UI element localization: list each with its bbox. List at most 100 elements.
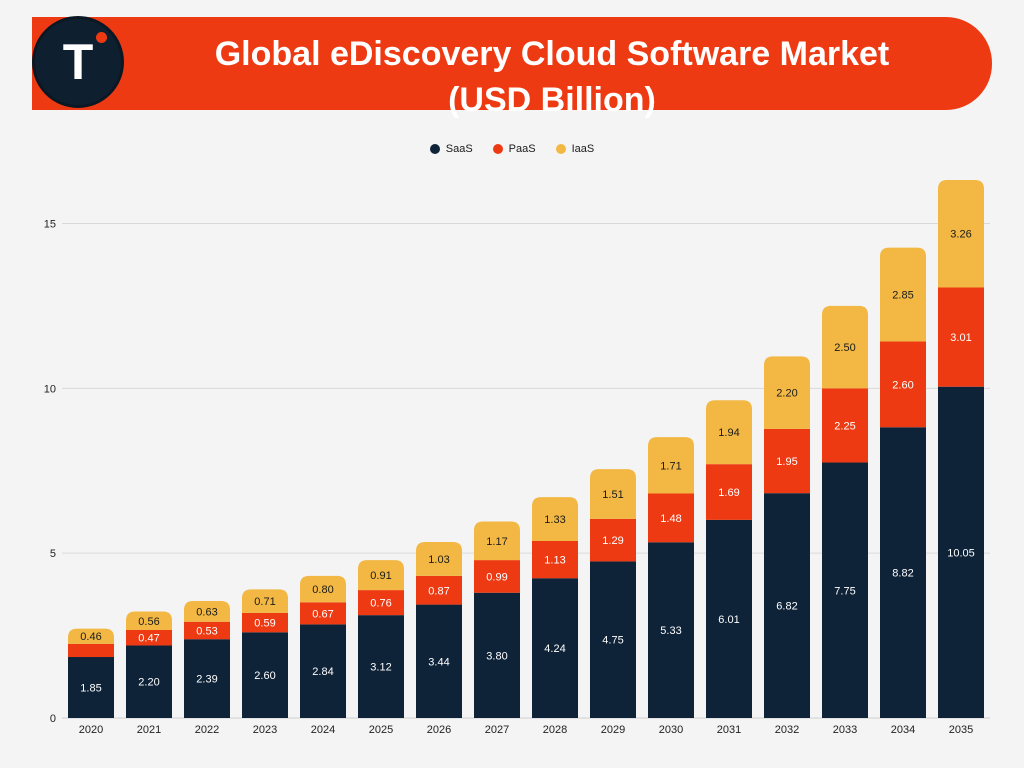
x-tick-label-2026: 2026: [427, 724, 451, 736]
bar-paas-2028: [532, 540, 578, 579]
bar-saas-2030: [648, 542, 694, 718]
data-label-paas-2034: 2.60: [892, 379, 913, 391]
bar-saas-2023: [242, 632, 288, 718]
y-tick-label-15: 15: [44, 219, 56, 231]
data-label-saas-2020: 1.85: [80, 683, 101, 695]
bar-iaas-2025: [358, 560, 404, 591]
bar-saas-2024: [300, 624, 346, 718]
y-tick-label-10: 10: [44, 383, 56, 395]
bar-saas-2026: [416, 604, 462, 718]
chart-title-line-2: (USD Billion): [448, 81, 656, 119]
data-label-saas-2032: 6.82: [776, 601, 797, 613]
bar-paas-2034: [880, 341, 926, 428]
data-label-paas-2023: 0.59: [254, 618, 275, 630]
data-label-iaas-2028: 1.33: [544, 514, 565, 526]
data-label-iaas-2024: 0.80: [312, 584, 333, 596]
data-label-saas-2021: 2.20: [138, 677, 159, 689]
bar-iaas-2021: [126, 611, 172, 630]
bar-saas-2029: [590, 561, 636, 718]
brand-logo-dot: [96, 32, 107, 43]
data-label-saas-2028: 4.24: [544, 643, 565, 655]
data-label-iaas-2030: 1.71: [660, 460, 681, 472]
bar-iaas-2023: [242, 589, 288, 613]
data-label-iaas-2020: 0.46: [80, 631, 101, 643]
x-tick-label-2032: 2032: [775, 724, 799, 736]
bar-paas-2030: [648, 493, 694, 543]
x-tick-label-2035: 2035: [949, 724, 973, 736]
data-label-iaas-2026: 1.03: [428, 554, 449, 566]
bar-iaas-2033: [822, 305, 868, 389]
bar-saas-2032: [764, 493, 810, 718]
legend-label-iaas: IaaS: [571, 143, 595, 155]
bar-paas-2025: [358, 590, 404, 616]
x-tick-label-2029: 2029: [601, 724, 625, 736]
data-label-saas-2025: 3.12: [370, 662, 391, 674]
bar-iaas-2035: [938, 180, 984, 288]
data-label-paas-2028: 1.13: [544, 555, 565, 567]
data-label-iaas-2022: 0.63: [196, 606, 217, 618]
legend-item-saas: SaaS: [429, 140, 473, 158]
chart-legend: SaaS PaaS IaaS: [0, 140, 1024, 158]
data-label-iaas-2033: 2.50: [834, 342, 855, 354]
bar-saas-2028: [532, 578, 578, 718]
x-tick-label-2030: 2030: [659, 724, 683, 736]
data-label-iaas-2027: 1.17: [486, 536, 507, 548]
legend-label-saas: SaaS: [445, 143, 473, 155]
bar-iaas-2026: [416, 541, 462, 576]
y-tick-label-0: 0: [50, 713, 56, 725]
data-label-iaas-2021: 0.56: [138, 616, 159, 628]
x-tick-label-2021: 2021: [137, 724, 161, 736]
bar-paas-2022: [184, 621, 230, 640]
data-label-iaas-2025: 0.91: [370, 570, 391, 582]
x-tick-label-2034: 2034: [891, 724, 915, 736]
data-label-iaas-2023: 0.71: [254, 596, 275, 608]
bar-saas-2025: [358, 615, 404, 718]
bar-paas-2026: [416, 575, 462, 605]
bar-iaas-2029: [590, 469, 636, 519]
bar-saas-2033: [822, 462, 868, 718]
bar-iaas-2022: [184, 600, 230, 622]
legend-swatch-iaas: [555, 144, 566, 154]
data-label-paas-2027: 0.99: [486, 571, 507, 583]
data-label-saas-2030: 5.33: [660, 625, 681, 637]
bar-iaas-2028: [532, 497, 578, 541]
legend-item-paas: PaaS: [492, 140, 536, 158]
data-label-iaas-2035: 3.26: [950, 229, 971, 241]
x-tick-label-2027: 2027: [485, 724, 509, 736]
data-label-saas-2027: 3.80: [486, 650, 507, 662]
bar-paas-2027: [474, 560, 520, 593]
bar-paas-2031: [706, 464, 752, 520]
data-label-paas-2025: 0.76: [370, 598, 391, 610]
data-label-saas-2029: 4.75: [602, 635, 623, 647]
data-label-saas-2033: 7.75: [834, 585, 855, 597]
data-label-paas-2033: 2.25: [834, 420, 855, 432]
data-label-saas-2024: 2.84: [312, 666, 333, 678]
x-tick-label-2025: 2025: [369, 724, 393, 736]
data-label-iaas-2032: 2.20: [776, 388, 797, 400]
x-tick-label-2023: 2023: [253, 724, 277, 736]
data-label-iaas-2029: 1.51: [602, 489, 623, 501]
data-label-paas-2026: 0.87: [428, 585, 449, 597]
bar-iaas-2020: [68, 628, 114, 644]
data-label-saas-2031: 6.01: [718, 614, 739, 626]
bar-paas-2023: [242, 612, 288, 633]
title-banner: Global eDiscovery Cloud Software Market …: [32, 17, 992, 119]
x-tick-label-2024: 2024: [311, 724, 335, 736]
y-tick-label-5: 5: [50, 548, 56, 560]
x-tick-label-2022: 2022: [195, 724, 219, 736]
bar-paas-2032: [764, 428, 810, 494]
chart-title-line-1: Global eDiscovery Cloud Software Market: [214, 35, 890, 73]
bar-saas-2035: [938, 386, 984, 718]
legend-item-iaas: IaaS: [555, 140, 595, 158]
bar-paas-2035: [938, 287, 984, 387]
legend-swatch-paas: [492, 144, 503, 154]
data-label-paas-2032: 1.95: [776, 456, 797, 468]
bar-paas-2033: [822, 388, 868, 463]
bar-paas-2029: [590, 518, 636, 562]
x-tick-label-2028: 2028: [543, 724, 567, 736]
data-label-paas-2035: 3.01: [950, 332, 971, 344]
data-label-saas-2035: 10.05: [947, 547, 975, 559]
data-label-saas-2034: 8.82: [892, 568, 913, 580]
bar-iaas-2031: [706, 400, 752, 465]
